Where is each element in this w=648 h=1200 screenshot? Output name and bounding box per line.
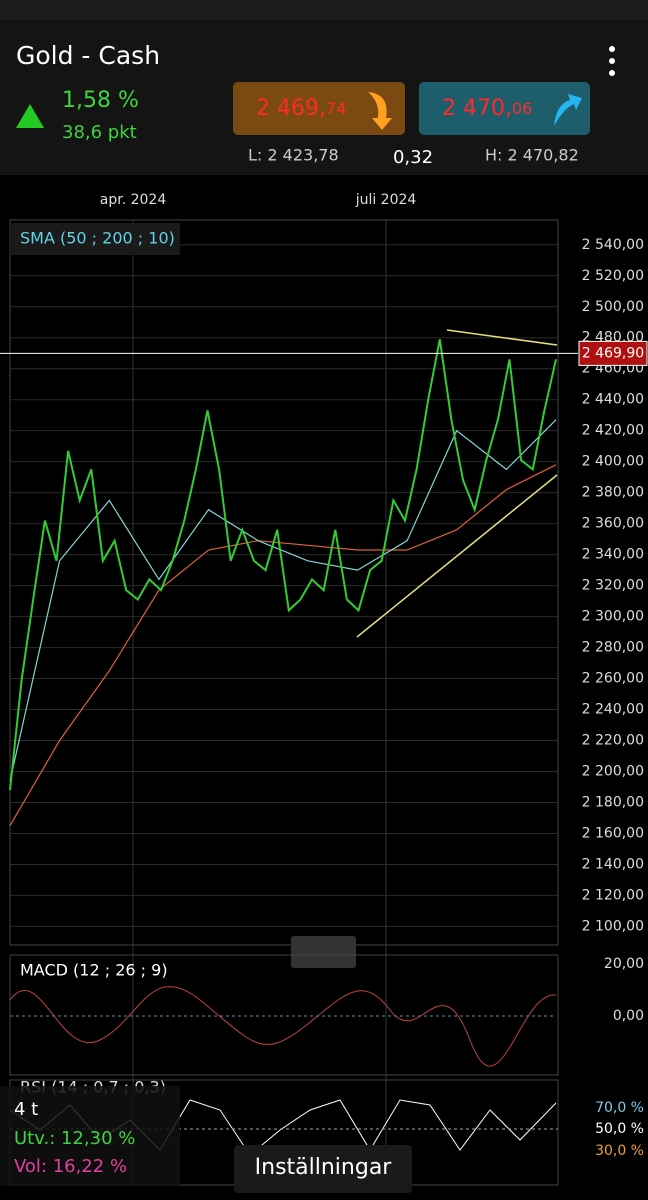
sell-price: 2 469,74 <box>256 96 346 121</box>
price-line <box>9 464 557 827</box>
plot-frame <box>9 219 559 946</box>
low: L: 2 423,78 <box>248 146 339 165</box>
buy-button[interactable] <box>419 82 590 135</box>
y-tick-label: 2 280,00 <box>582 640 644 656</box>
last-price-box <box>578 340 648 366</box>
overlay-box <box>0 1086 180 1186</box>
y-tick-label: 2 200,00 <box>582 763 644 779</box>
y-tick-label: 2 140,00 <box>582 856 644 872</box>
y-tick-label: 2 240,00 <box>582 702 644 718</box>
settings-button[interactable] <box>234 1145 412 1193</box>
volatility: Vol: 16,22 % <box>14 1156 127 1177</box>
last-price-label: 2 469,90 <box>582 345 644 361</box>
rsi-tick: 70,0 % <box>595 1100 644 1116</box>
price-line <box>9 419 557 781</box>
macd-tick: 20,00 <box>604 956 644 972</box>
y-tick-label: 2 500,00 <box>582 299 644 315</box>
buy-price: 2 470,06 <box>442 96 532 121</box>
y-tick-label: 2 260,00 <box>582 671 644 687</box>
trend-line <box>446 329 558 346</box>
y-tick-label: 2 100,00 <box>582 918 644 934</box>
y-tick-label: 2 120,00 <box>582 887 644 903</box>
y-tick-label: 2 360,00 <box>582 516 644 532</box>
trend-line <box>356 474 558 638</box>
status-bar <box>0 0 648 20</box>
spread: 0,32 <box>393 147 433 168</box>
macd-label: MACD (12 ; 26 ; 9) <box>20 961 168 980</box>
x-label: juli 2024 <box>355 192 417 208</box>
x-label: apr. 2024 <box>100 192 167 208</box>
buy-arrow <box>554 94 582 126</box>
menu[interactable] <box>609 46 615 76</box>
y-tick-label: 2 420,00 <box>582 423 644 439</box>
y-tick-label: 2 380,00 <box>582 485 644 501</box>
y-tick-label: 2 160,00 <box>582 825 644 841</box>
change-pct: 1,58 % <box>62 88 139 113</box>
high: H: 2 470,82 <box>485 146 579 165</box>
y-tick-label: 2 540,00 <box>582 237 644 253</box>
change: Utv.: 12,30 % <box>14 1128 135 1149</box>
y-tick-label: 2 180,00 <box>582 794 644 810</box>
macd-line <box>9 986 557 1067</box>
y-tick-label: 2 320,00 <box>582 578 644 594</box>
price-panel <box>9 219 559 1185</box>
rsi-tick: 30,0 % <box>595 1143 644 1159</box>
macd-frame <box>9 954 559 1076</box>
y-tick-label: 2 400,00 <box>582 454 644 470</box>
y-tick-label: 2 220,00 <box>582 733 644 749</box>
macd-tick: 0,00 <box>613 1008 644 1024</box>
title: Gold - Cash <box>16 41 160 70</box>
resize-handle[interactable] <box>291 936 356 968</box>
y-tick-label: 2 440,00 <box>582 392 644 408</box>
period: 4 t <box>14 1099 38 1120</box>
settings-label: Inställningar <box>255 1155 393 1180</box>
sell-button[interactable] <box>233 82 405 135</box>
indicator-box <box>10 223 180 255</box>
indicator: SMA (50 ; 200 ; 10) <box>20 229 175 248</box>
sell-arrow <box>368 92 392 130</box>
y-tick-label: 2 520,00 <box>582 268 644 284</box>
y-tick-label: 2 340,00 <box>582 547 644 563</box>
y-tick-label: 2 300,00 <box>582 609 644 625</box>
price-line <box>9 339 557 791</box>
rsi-tick: 50,0 % <box>595 1121 644 1137</box>
change-pts: 38,6 pkt <box>62 122 137 143</box>
up-arrow <box>16 104 44 128</box>
